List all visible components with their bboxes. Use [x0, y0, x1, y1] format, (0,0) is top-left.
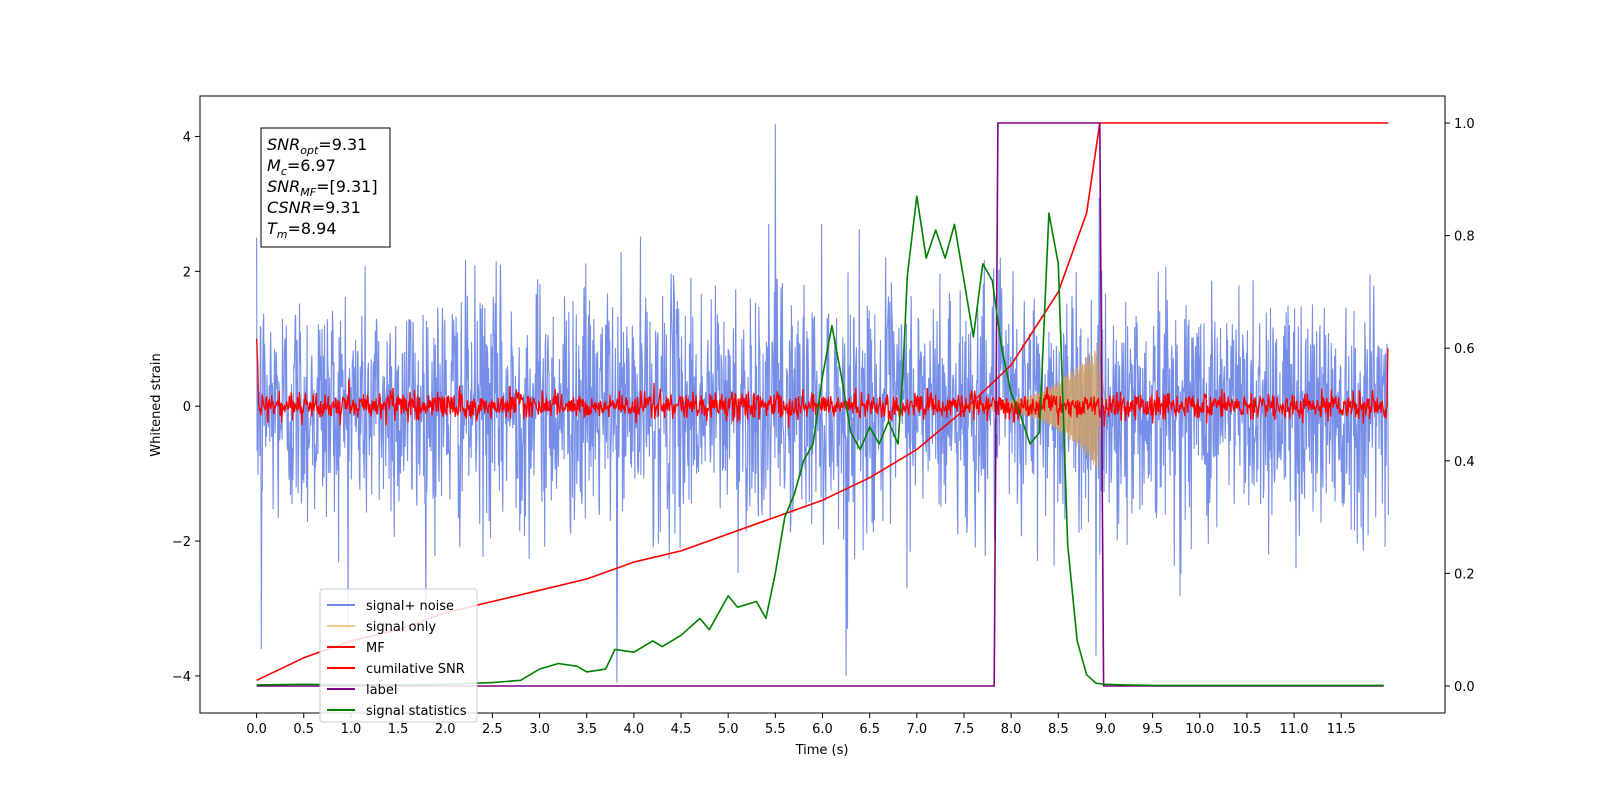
y-tick-label: 2: [183, 265, 191, 280]
stats-row-name: SNR: [267, 135, 300, 154]
x-tick-label: 2.5: [482, 722, 503, 737]
stats-row-name: CSNR: [267, 198, 312, 217]
series-mf: [255, 338, 1389, 428]
legend-label: signal+ noise: [366, 599, 454, 614]
stats-row-value: =9.31: [318, 135, 367, 154]
legend-label: MF: [366, 641, 385, 656]
x-tick-label: 5.5: [765, 722, 786, 737]
y2-tick-label: 0.2: [1454, 567, 1475, 582]
legend-label: signal statistics: [366, 704, 467, 719]
x-tick-label: 8.5: [1048, 722, 1069, 737]
stats-row-name: T: [267, 219, 278, 238]
stats-row: CSNR=9.31: [267, 198, 361, 217]
stats-row-value: =9.31: [312, 198, 361, 217]
signal-noise-line: [256, 124, 1389, 683]
stats-row-value: =[9.31]: [316, 177, 378, 196]
y2-tick-label: 0.6: [1454, 342, 1475, 357]
legend: signal+ noise signal only MF cumilative SNR…: [319, 588, 478, 723]
x-tick-label: 0.5: [293, 722, 314, 737]
stats-row-name: M: [267, 156, 281, 175]
x-axis-label: Time (s): [795, 743, 849, 758]
y2-tick-label: 0.8: [1454, 230, 1475, 245]
y-tick-label: 4: [183, 130, 191, 145]
x-tick-label: 3.0: [529, 722, 550, 737]
x-tick-label: 6.0: [812, 722, 833, 737]
x-tick-label: 11.5: [1327, 722, 1356, 737]
stats-row-value: =8.94: [288, 219, 337, 238]
y-axis-label: Whitened strain: [149, 353, 164, 456]
stats-row: SNRMF=[9.31]: [267, 177, 378, 199]
y-axis-left: 4 2 0 −2 −4: [172, 130, 200, 685]
y-axis-right: 1.0 0.8 0.6 0.4 0.2 0.0: [1445, 117, 1475, 695]
x-tick-label: 1.5: [388, 722, 409, 737]
stats-row: Tm=8.94: [267, 219, 337, 241]
signal-statistics-line: [256, 195, 1384, 687]
x-tick-label: 3.5: [576, 722, 597, 737]
mf-line: [255, 338, 1389, 428]
stats-row-sub: opt: [300, 144, 319, 157]
x-tick-label: 9.5: [1142, 722, 1163, 737]
x-tick-label: 4.5: [671, 722, 692, 737]
stats-row: Mc=6.97: [267, 156, 336, 178]
y2-tick-label: 0.4: [1454, 455, 1475, 470]
series-signal-statistics: [256, 195, 1384, 687]
x-tick-label: 7.0: [906, 722, 927, 737]
x-tick-label: 4.0: [624, 722, 645, 737]
stats-row: SNRopt=9.31: [267, 135, 367, 157]
x-tick-label: 5.0: [718, 722, 739, 737]
x-tick-label: 6.5: [859, 722, 880, 737]
y2-tick-label: 0.0: [1454, 680, 1475, 695]
legend-label: cumilative SNR: [366, 662, 465, 677]
stats-row-sub: c: [281, 165, 287, 178]
x-tick-label: 1.0: [341, 722, 362, 737]
x-tick-label: 10.0: [1185, 722, 1214, 737]
stats-row-sub: m: [277, 228, 288, 241]
y2-tick-label: 1.0: [1454, 117, 1475, 132]
legend-frame: [319, 588, 478, 723]
x-tick-label: 7.5: [954, 722, 975, 737]
y-tick-label: 0: [183, 400, 191, 415]
stats-row-name: SNR: [267, 177, 300, 196]
x-tick-label: 2.0: [435, 722, 456, 737]
stats-box-frame: [260, 127, 391, 248]
legend-label: label: [366, 683, 397, 698]
stats-row-sub: MF: [300, 186, 316, 199]
x-tick-label: 9.0: [1095, 722, 1116, 737]
y-tick-label: −2: [172, 535, 191, 550]
legend-label: signal only: [366, 620, 436, 635]
x-tick-label: 8.0: [1001, 722, 1022, 737]
x-tick-label: 0.0: [246, 722, 267, 737]
x-tick-label: 11.0: [1280, 722, 1309, 737]
stats-row-value: =6.97: [287, 156, 336, 175]
y-tick-label: −4: [172, 670, 191, 685]
series-signal-noise: [256, 124, 1389, 683]
x-tick-label: 10.5: [1232, 722, 1261, 737]
x-axis: 0.0 0.5 1.0 1.5 2.0 2.5 3.0 3.5 4.0 4.5 5.0 5.5 6.0 6…: [246, 713, 1356, 737]
stats-box: SNRopt=9.31Mc=6.97SNRMF=[9.31]CSNR=9.31T…: [260, 127, 391, 248]
